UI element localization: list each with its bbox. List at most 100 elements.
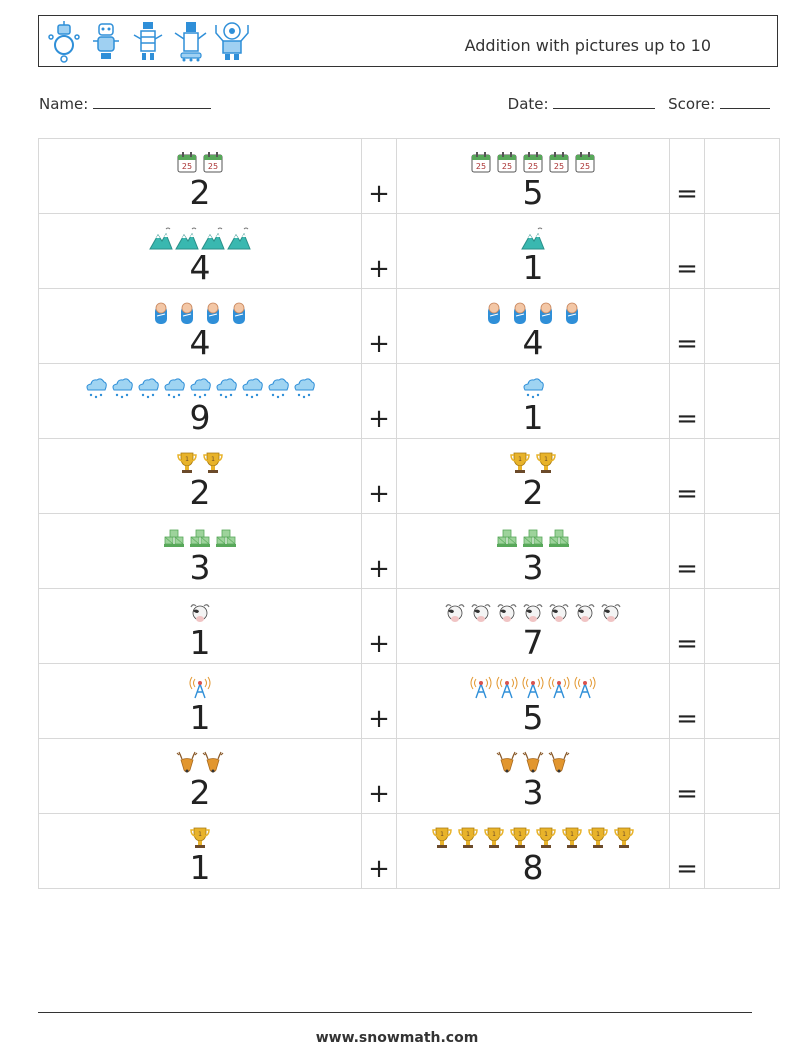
pallet-boxes-icon [549,529,569,547]
score-blank[interactable] [720,94,770,109]
baby-icon [233,302,245,324]
second-operand-number: 8 [522,848,544,887]
baby-icon [488,302,500,324]
svg-text:25: 25 [554,162,564,171]
plus-sign: + [368,854,390,884]
calendar-icon: 25 [523,152,543,173]
svg-text:25: 25 [476,162,486,171]
first-operand-cell: 1 [38,663,362,739]
problem-row: 25 25 2 + 25 25 25 25 25 5 = [38,138,780,214]
name-blank[interactable] [93,94,212,109]
radio-tower-icon [470,676,492,699]
answer-box[interactable] [704,438,780,514]
baby-icon [181,302,193,324]
cow-icon [601,604,621,622]
answer-box[interactable] [704,513,780,589]
plus-sign: + [368,479,390,509]
equals-sign: = [676,854,698,884]
robot-icon [174,22,207,62]
radio-tower-icon [548,676,570,699]
trophy-icon: 1 [510,827,530,848]
equals-cell: = [669,738,705,814]
mountain-icon [521,227,545,250]
plus-cell: + [361,813,397,889]
first-operand-pictures [84,370,316,400]
answer-box[interactable] [704,213,780,289]
score-label: Score: [668,95,716,113]
first-operand-number: 3 [189,548,211,587]
svg-text:1: 1 [544,831,548,838]
equals-sign: = [676,179,698,209]
answer-box[interactable] [704,138,780,214]
plus-cell: + [361,438,397,514]
radio-tower-icon [496,676,518,699]
problem-row: 4 + 4 = [38,288,780,364]
second-operand-number: 7 [522,623,544,662]
worksheet-header: Addition with pictures up to 10 [38,15,778,67]
calendar-icon: 25 [203,152,223,173]
second-operand-cell: 1 [396,363,670,439]
answer-box[interactable] [704,738,780,814]
baby-icon [207,302,219,324]
first-operand-number: 2 [189,473,211,512]
rain-cloud-icon [112,378,133,399]
svg-text:1: 1 [544,456,548,463]
calendar-icon: 25 [549,152,569,173]
second-operand-cell: 25 25 25 25 25 5 [396,138,670,214]
first-operand-number: 2 [189,173,211,212]
svg-text:1: 1 [570,831,574,838]
second-operand-number: 5 [522,173,544,212]
answer-box[interactable] [704,663,780,739]
answer-box[interactable] [704,363,780,439]
robot-icon [48,21,80,63]
svg-text:25: 25 [528,162,538,171]
date-label: Date: [507,95,549,113]
first-operand-cell: 1 [38,588,362,664]
footer-url: www.snowmath.com [315,1030,479,1046]
date-blank[interactable] [553,94,656,109]
robot-icons [45,19,251,63]
equals-cell: = [669,438,705,514]
radio-tower-icon [189,676,211,699]
problem-row: 9 + 1 = [38,363,780,439]
second-operand-number: 2 [522,473,544,512]
equals-cell: = [669,588,705,664]
rain-cloud-icon [242,378,263,399]
mountain-icon [175,227,199,250]
second-operand-cell: 7 [396,588,670,664]
equals-sign: = [676,629,698,659]
name-label: Name: [39,95,89,113]
first-operand-number: 4 [189,323,211,362]
first-operand-pictures [188,595,212,625]
first-operand-cell: 3 [38,513,362,589]
pallet-boxes-icon [497,529,517,547]
pallet-boxes-icon [523,529,543,547]
robot-icon [133,22,163,60]
plus-cell: + [361,513,397,589]
second-operand-pictures [495,745,571,775]
robot-icon [215,22,249,60]
first-operand-cell: 4 [38,288,362,364]
answer-box[interactable] [704,588,780,664]
equals-sign: = [676,779,698,809]
baby-icon [155,302,167,324]
equals-cell: = [669,513,705,589]
trophy-icon: 1 [432,827,452,848]
svg-text:1: 1 [518,456,522,463]
svg-text:1: 1 [198,831,202,838]
pallet-boxes-icon [216,529,236,547]
trophy-icon: 1 [510,452,530,473]
second-operand-pictures: 25 25 25 25 25 [469,145,597,175]
first-operand-pictures [188,670,212,700]
plus-cell: + [361,213,397,289]
second-operand-number: 3 [522,773,544,812]
answer-box[interactable] [704,288,780,364]
plus-sign: + [368,629,390,659]
answer-box[interactable] [704,813,780,889]
cow-icon [549,604,569,622]
plus-cell: + [361,738,397,814]
plus-cell: + [361,138,397,214]
second-operand-cell: 1 1 2 [396,438,670,514]
first-operand-pictures [162,520,238,550]
problem-row: 4 + 1 = [38,213,780,289]
